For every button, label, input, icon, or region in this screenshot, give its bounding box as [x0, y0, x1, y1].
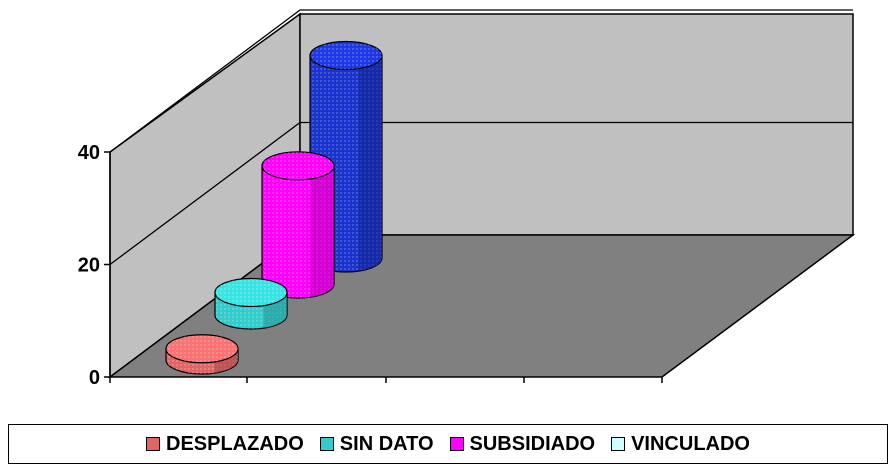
legend-item-2: SUBSIDIADO	[449, 432, 596, 456]
bar-desplazado	[165, 334, 239, 375]
gridline-20	[109, 121, 853, 266]
bar-subsidiado	[261, 151, 335, 299]
y-tick-label-0: 0	[89, 367, 100, 389]
y-tick-label-20: 20	[78, 255, 100, 277]
legend-item-0: DESPLAZADO	[146, 433, 304, 456]
value-axis: 0 20 40	[78, 142, 663, 389]
bar-sin-dato	[214, 277, 288, 330]
legend-label-1: SIN DATO	[339, 432, 434, 455]
legend: DESPLAZADO SIN DATO SUBSIDIADO VINCULADO	[8, 424, 888, 464]
legend-swatch-0	[146, 437, 160, 451]
bars	[165, 40, 383, 375]
legend-label-2: SUBSIDIADO	[469, 432, 596, 455]
gridlines	[109, 9, 853, 266]
legend-label-0: DESPLAZADO	[166, 432, 304, 455]
legend-label-3: VINCULADO	[631, 432, 750, 455]
legend-swatch-3	[611, 437, 626, 451]
back-wall	[299, 13, 854, 236]
legend-swatch-2	[449, 437, 464, 451]
y-tick-label-40: 40	[78, 142, 100, 164]
gridline-40	[109, 9, 853, 153]
legend-item-1: SIN DATO	[319, 432, 434, 456]
legend-swatch-1	[319, 437, 334, 451]
chart-area: 0 20 40	[78, 9, 856, 389]
legend-item-3: VINCULADO	[611, 433, 750, 456]
